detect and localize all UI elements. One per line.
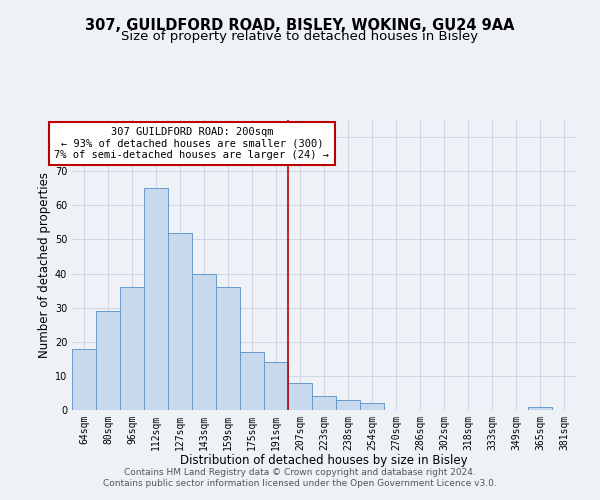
X-axis label: Distribution of detached houses by size in Bisley: Distribution of detached houses by size …: [180, 454, 468, 468]
Text: Contains HM Land Registry data © Crown copyright and database right 2024.
Contai: Contains HM Land Registry data © Crown c…: [103, 468, 497, 487]
Bar: [168, 232, 192, 410]
Text: Size of property relative to detached houses in Bisley: Size of property relative to detached ho…: [121, 30, 479, 43]
Bar: [240, 352, 264, 410]
Text: 307, GUILDFORD ROAD, BISLEY, WOKING, GU24 9AA: 307, GUILDFORD ROAD, BISLEY, WOKING, GU2…: [85, 18, 515, 32]
Bar: [288, 382, 312, 410]
Bar: [72, 348, 96, 410]
Bar: [96, 311, 120, 410]
Bar: [360, 403, 384, 410]
Bar: [120, 287, 144, 410]
Bar: [336, 400, 360, 410]
Text: 307 GUILDFORD ROAD: 200sqm
← 93% of detached houses are smaller (300)
7% of semi: 307 GUILDFORD ROAD: 200sqm ← 93% of deta…: [55, 127, 329, 160]
Y-axis label: Number of detached properties: Number of detached properties: [38, 172, 50, 358]
Bar: [528, 406, 552, 410]
Bar: [264, 362, 288, 410]
Bar: [144, 188, 168, 410]
Bar: [216, 287, 240, 410]
Bar: [312, 396, 336, 410]
Bar: [192, 274, 216, 410]
